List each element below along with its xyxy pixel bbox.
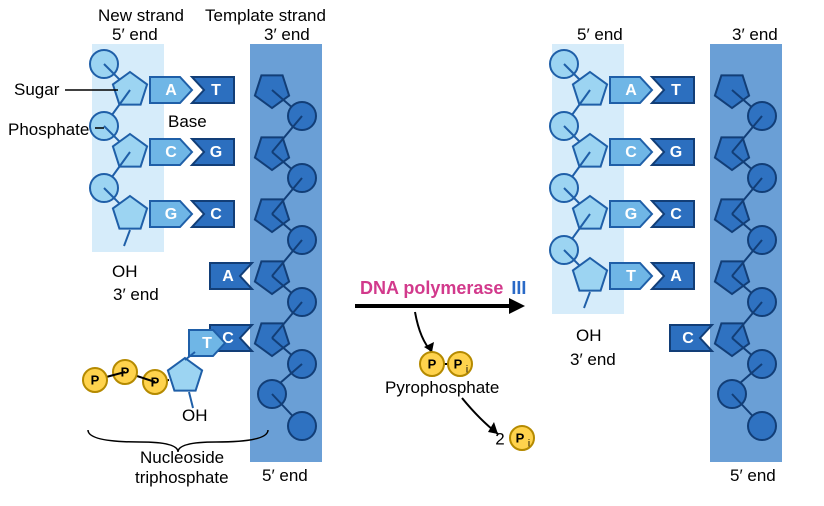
svg-text:P: P xyxy=(91,372,100,387)
svg-text:P: P xyxy=(428,356,437,371)
svg-text:C: C xyxy=(682,330,694,347)
svg-text:P: P xyxy=(516,430,525,445)
svg-text:A: A xyxy=(670,268,682,285)
svg-text:T: T xyxy=(626,268,636,285)
svg-text:C: C xyxy=(670,206,682,223)
label-triphosphate: triphosphate xyxy=(135,468,229,488)
label-template-strand: Template strand xyxy=(205,6,326,26)
svg-text:T: T xyxy=(202,335,212,352)
label-3prime-left-bottom: 3′ end xyxy=(113,285,159,305)
label-oh-left: OH xyxy=(112,262,138,282)
label-enzyme: DNA polymerase III xyxy=(360,278,526,299)
label-base: Base xyxy=(168,112,207,132)
label-5prime-bottom-left: 5′ end xyxy=(262,466,308,486)
svg-text:C: C xyxy=(625,144,637,161)
label-3prime-top-right: 3′ end xyxy=(732,25,778,45)
label-5prime-bottom-right: 5′ end xyxy=(730,466,776,486)
svg-text:C: C xyxy=(165,144,177,161)
svg-text:C: C xyxy=(210,206,222,223)
svg-text:A: A xyxy=(165,82,177,99)
svg-text:G: G xyxy=(625,206,637,223)
label-sugar: Sugar xyxy=(14,80,59,100)
svg-text:A: A xyxy=(222,268,234,285)
label-3prime-right-bottom: 3′ end xyxy=(570,350,616,370)
enzyme-iii-text: III xyxy=(511,278,526,298)
label-pyrophosphate: Pyrophosphate xyxy=(385,378,499,398)
svg-text:i: i xyxy=(466,365,468,376)
label-phosphate: Phosphate xyxy=(8,120,89,140)
enzyme-label-text: DNA polymerase xyxy=(360,278,503,298)
label-new-strand: New strand xyxy=(98,6,184,26)
label-oh-right: OH xyxy=(576,326,602,346)
svg-text:P: P xyxy=(454,356,463,371)
label-5prime-top-right: 5′ end xyxy=(577,25,623,45)
label-oh-incoming: OH xyxy=(182,406,208,426)
label-5prime-top-left: 5′ end xyxy=(112,25,158,45)
label-3prime-top-left: 3′ end xyxy=(264,25,310,45)
svg-text:2: 2 xyxy=(495,429,504,448)
label-nucleoside: Nucleoside xyxy=(140,448,224,468)
svg-text:i: i xyxy=(528,439,530,450)
svg-text:G: G xyxy=(165,206,177,223)
svg-text:T: T xyxy=(211,82,221,99)
svg-text:T: T xyxy=(671,82,681,99)
svg-text:A: A xyxy=(625,82,637,99)
svg-text:G: G xyxy=(210,144,222,161)
svg-text:G: G xyxy=(670,144,682,161)
